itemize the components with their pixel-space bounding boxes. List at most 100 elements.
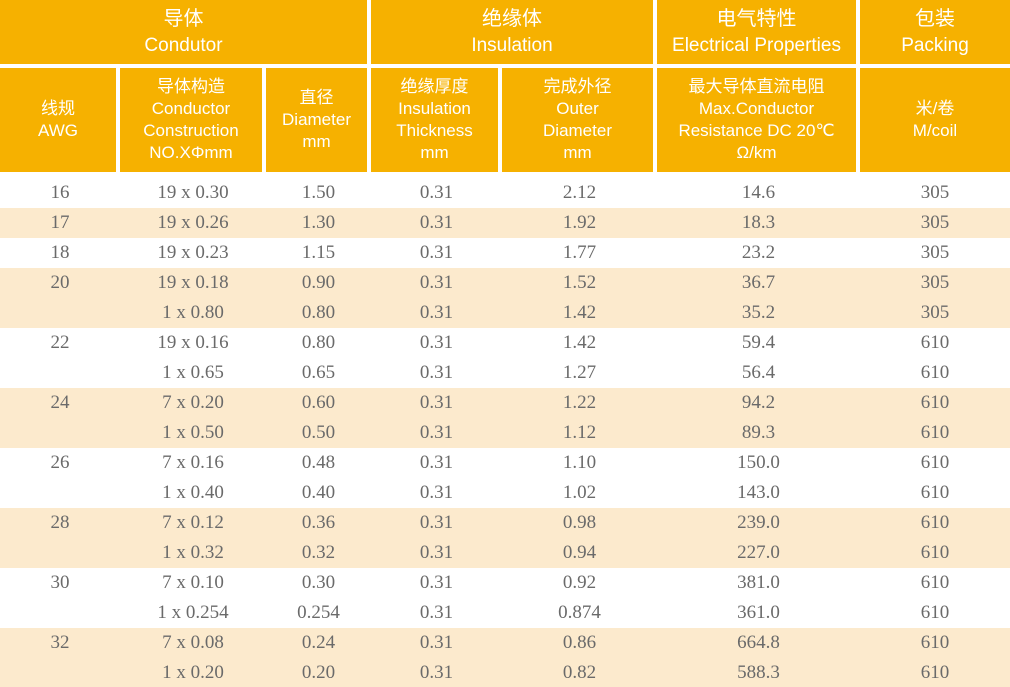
table-cell: 305 [920, 242, 950, 263]
table-cell: 17 [50, 212, 70, 233]
table-cell: 19 x 0.16 [157, 332, 229, 353]
table-cell: 28 [50, 512, 70, 533]
table-cell: 0.31 [419, 392, 454, 413]
table-cell: 0.31 [419, 362, 454, 383]
table-cell: 1.10 [562, 452, 597, 473]
column-header-conductor-construction: 导体构造 Conductor Construction NO.XΦmm [120, 68, 266, 178]
table-cell: 1.30 [301, 212, 336, 233]
table-cell: 610 [920, 452, 950, 473]
table-cell: 1.42 [562, 332, 597, 353]
table-cell: 14.6 [741, 182, 776, 203]
table-cell: 0.98 [562, 512, 597, 533]
table-cell: 0.874 [558, 602, 601, 623]
table-row: 28 7 x 0.12 0.36 0.31 0.98 239.0 610 [0, 508, 1010, 538]
table-row: 22 19 x 0.16 0.80 0.31 1.42 59.4 610 [0, 328, 1010, 358]
table-cell: 0.36 [301, 512, 336, 533]
table-cell: 19 x 0.26 [157, 212, 229, 233]
table-cell: 305 [920, 212, 950, 233]
table-cell: 0.50 [301, 422, 336, 443]
table-row: 30 7 x 0.10 0.30 0.31 0.92 381.0 610 [0, 568, 1010, 598]
table-cell [0, 478, 120, 508]
table-cell [0, 298, 120, 328]
table-row: 1 x 0.65 0.65 0.31 1.27 56.4 610 [0, 358, 1010, 388]
table-cell: 0.24 [301, 632, 336, 653]
table-cell: 0.40 [301, 482, 336, 503]
table-cell: 610 [920, 572, 950, 593]
table-cell: 19 x 0.30 [157, 182, 229, 203]
table-cell: 610 [920, 482, 950, 503]
header-group-electrical-properties: 电气特性 Electrical Properties [657, 0, 860, 68]
table-cell: 0.31 [419, 482, 454, 503]
table-cell: 24 [50, 392, 70, 413]
table-row: 20 19 x 0.18 0.90 0.31 1.52 36.7 305 [0, 268, 1010, 298]
table-cell: 0.31 [419, 542, 454, 563]
table-cell: 588.3 [737, 662, 780, 683]
table-cell: 0.60 [301, 392, 336, 413]
table-cell: 0.31 [419, 242, 454, 263]
table-cell: 30 [50, 572, 70, 593]
column-header-diameter: 直径 Diameter mm [266, 68, 371, 178]
table-cell [0, 358, 120, 388]
table-cell: 610 [920, 362, 950, 383]
table-cell: 610 [920, 422, 950, 443]
table-cell [0, 418, 120, 448]
table-cell: 0.31 [419, 212, 454, 233]
table-cell: 18.3 [741, 212, 776, 233]
table-cell: 0.31 [419, 182, 454, 203]
table-cell: 0.20 [301, 662, 336, 683]
table-cell: 0.31 [419, 602, 454, 623]
table-cell: 1.12 [562, 422, 597, 443]
table-cell: 305 [920, 302, 950, 323]
table-cell: 94.2 [741, 392, 776, 413]
table-cell: 1 x 0.80 [162, 302, 224, 323]
table-cell: 16 [50, 182, 70, 203]
table-cell: 610 [920, 602, 950, 623]
table-cell: 610 [920, 332, 950, 353]
table-cell: 0.30 [301, 572, 336, 593]
table-cell: 1.50 [301, 182, 336, 203]
table-cell: 35.2 [741, 302, 776, 323]
table-cell: 0.31 [419, 662, 454, 683]
table-cell: 0.48 [301, 452, 336, 473]
table-cell: 610 [920, 512, 950, 533]
table-cell: 18 [50, 242, 70, 263]
header-group-label-zh: 电气特性 [716, 8, 797, 30]
table-row: 1 x 0.50 0.50 0.31 1.12 89.3 610 [0, 418, 1010, 448]
table-cell: 19 x 0.18 [157, 272, 229, 293]
table-cell: 0.31 [419, 632, 454, 653]
column-header-outer-diameter: 完成外径 Outer Diameter mm [502, 68, 657, 178]
table-cell: 36.7 [741, 272, 776, 293]
table-row: 1 x 0.254 0.254 0.31 0.874 361.0 610 [0, 598, 1010, 628]
table-cell: 227.0 [737, 542, 780, 563]
table-column-headers: 线规 AWG 导体构造 Conductor Construction NO.XΦ… [0, 68, 1010, 178]
table-row: 17 19 x 0.26 1.30 0.31 1.92 18.3 305 [0, 208, 1010, 238]
table-cell: 7 x 0.20 [162, 392, 224, 413]
table-row: 1 x 0.80 0.80 0.31 1.42 35.2 305 [0, 298, 1010, 328]
table-cell: 0.31 [419, 422, 454, 443]
table-cell: 1 x 0.65 [162, 362, 224, 383]
table-cell: 361.0 [737, 602, 780, 623]
table-cell: 7 x 0.10 [162, 572, 224, 593]
table-cell: 1.15 [301, 242, 336, 263]
table-cell: 1.92 [562, 212, 597, 233]
table-cell: 1.02 [562, 482, 597, 503]
table-body: 16 19 x 0.30 1.50 0.31 2.12 14.6 305 17 19 x 0.2… [0, 178, 1010, 687]
table-cell: 0.94 [562, 542, 597, 563]
header-group-label-en: Electrical Properties [672, 35, 841, 56]
table-cell: 0.86 [562, 632, 597, 653]
table-cell: 22 [50, 332, 70, 353]
table-cell: 0.31 [419, 302, 454, 323]
table-cell: 1.22 [562, 392, 597, 413]
table-cell: 305 [920, 272, 950, 293]
table-cell: 1.27 [562, 362, 597, 383]
header-group-conductor: 导体 Condutor [0, 0, 371, 68]
table-cell: 0.31 [419, 332, 454, 353]
table-cell: 305 [920, 182, 950, 203]
table-cell: 0.65 [301, 362, 336, 383]
column-header-m-per-coil: 米/卷 M/coil [860, 68, 1010, 178]
table-cell: 1 x 0.50 [162, 422, 224, 443]
header-group-label-zh: 包装 [915, 8, 955, 30]
table-cell [0, 658, 120, 687]
table-cell: 0.32 [301, 542, 336, 563]
